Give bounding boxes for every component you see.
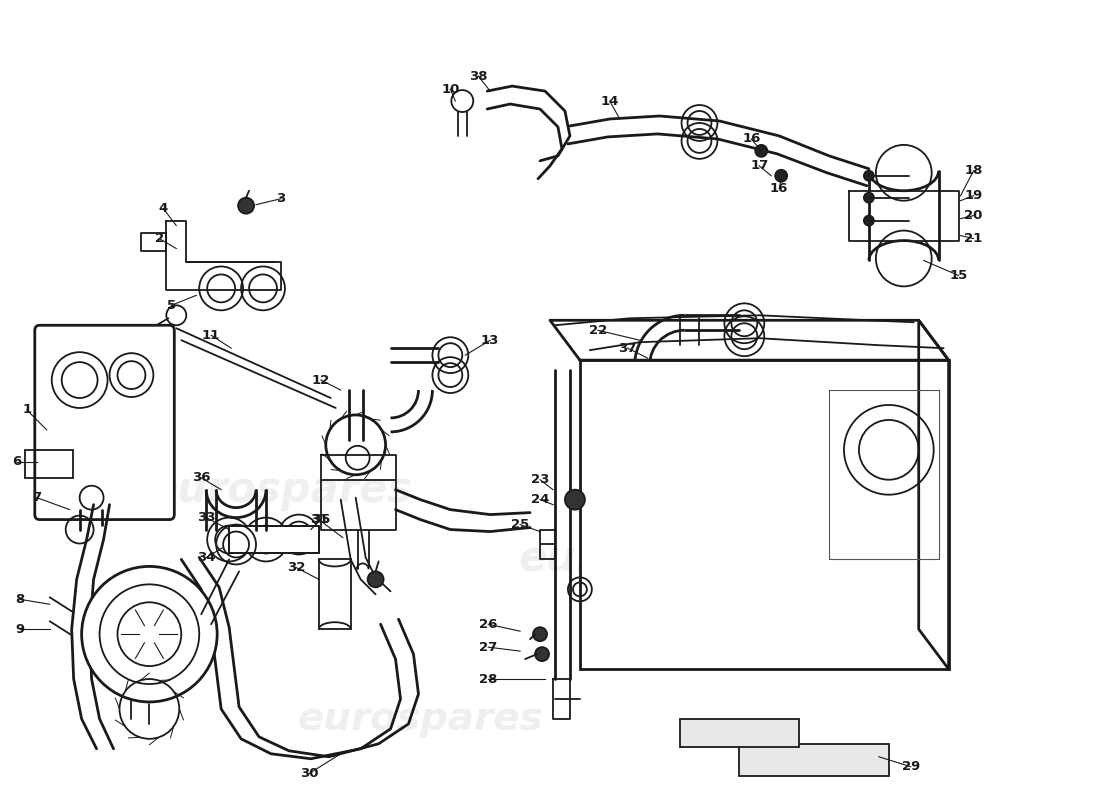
Text: 30: 30	[299, 767, 318, 780]
Text: 35: 35	[311, 513, 330, 526]
Text: 16: 16	[770, 182, 789, 195]
Text: 12: 12	[311, 374, 330, 386]
Text: 4: 4	[158, 202, 168, 215]
Text: 28: 28	[478, 673, 497, 686]
Circle shape	[565, 490, 585, 510]
Text: eurospares: eurospares	[150, 469, 412, 510]
Circle shape	[238, 198, 254, 214]
Text: 15: 15	[949, 269, 968, 282]
Text: 26: 26	[478, 618, 497, 630]
Text: eurospares: eurospares	[518, 538, 781, 581]
Bar	[680, 719, 799, 746]
Text: 38: 38	[469, 70, 487, 82]
Circle shape	[367, 571, 384, 587]
FancyBboxPatch shape	[35, 326, 174, 519]
Text: 13: 13	[481, 334, 499, 346]
Text: 5: 5	[167, 299, 176, 312]
Text: 19: 19	[965, 190, 982, 202]
Text: 31: 31	[309, 513, 328, 526]
Text: 2: 2	[155, 232, 164, 245]
Circle shape	[535, 647, 549, 661]
Text: 32: 32	[287, 561, 305, 574]
Text: 34: 34	[197, 551, 216, 564]
Text: 33: 33	[197, 511, 216, 524]
Circle shape	[864, 216, 873, 226]
Text: 25: 25	[512, 518, 529, 531]
Text: 24: 24	[531, 493, 549, 506]
Circle shape	[534, 627, 547, 641]
Text: 10: 10	[441, 82, 460, 95]
Bar	[229, 526, 319, 554]
Text: 37: 37	[618, 342, 637, 354]
Bar	[319, 559, 351, 630]
Circle shape	[81, 566, 217, 702]
Text: 23: 23	[531, 474, 549, 486]
Text: 21: 21	[965, 232, 982, 245]
Text: 6: 6	[12, 455, 22, 468]
Circle shape	[864, 193, 873, 202]
Text: 3: 3	[276, 192, 286, 206]
Text: 16: 16	[742, 133, 760, 146]
Bar	[580, 360, 948, 669]
Bar	[739, 744, 889, 776]
Text: 36: 36	[192, 471, 210, 484]
Text: 17: 17	[750, 159, 769, 172]
Text: 7: 7	[32, 491, 42, 504]
Text: 9: 9	[15, 622, 24, 636]
Text: 14: 14	[601, 94, 619, 107]
Text: 8: 8	[15, 593, 24, 606]
Circle shape	[864, 170, 873, 181]
Text: 18: 18	[965, 164, 982, 178]
Text: 29: 29	[902, 760, 920, 774]
Text: 11: 11	[202, 329, 220, 342]
Circle shape	[776, 170, 788, 182]
Text: 1: 1	[22, 403, 32, 417]
Circle shape	[756, 145, 767, 157]
Bar	[25, 450, 73, 478]
Text: 22: 22	[588, 324, 607, 337]
Text: eurospares: eurospares	[298, 700, 543, 738]
Text: 27: 27	[480, 641, 497, 654]
Text: 20: 20	[965, 209, 982, 222]
